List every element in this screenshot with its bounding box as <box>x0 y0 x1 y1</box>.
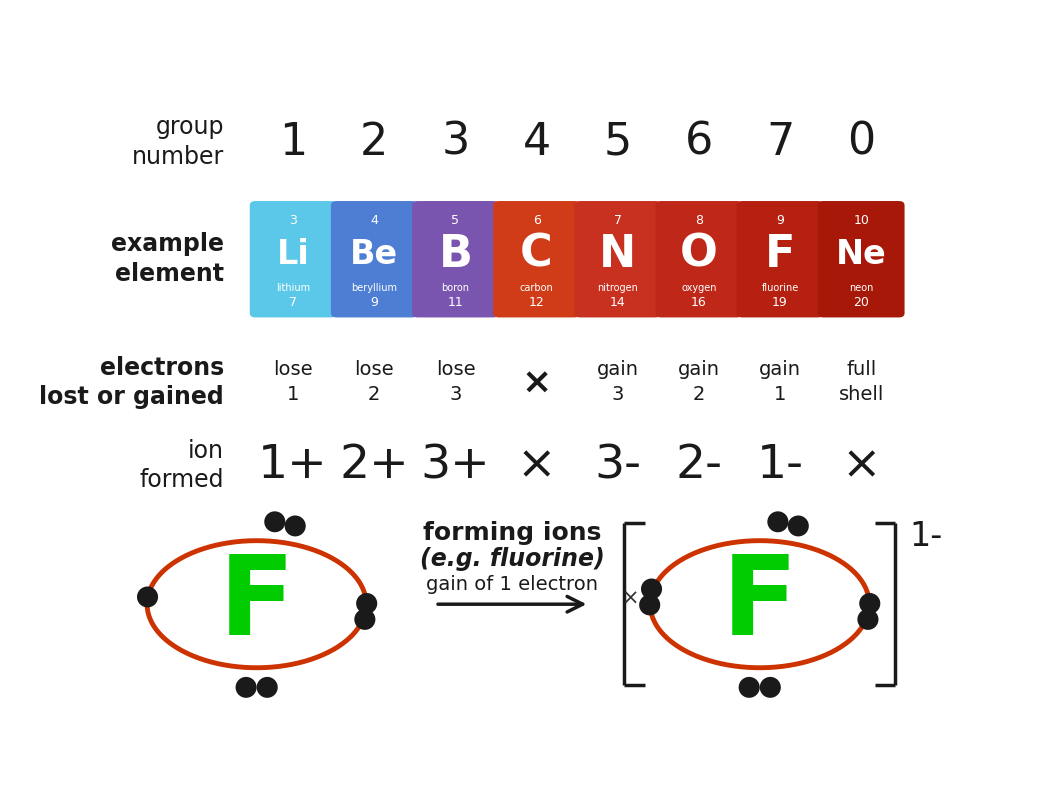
Text: 20: 20 <box>853 296 869 309</box>
Text: gain of 1 electron: gain of 1 electron <box>426 575 598 594</box>
Text: F: F <box>764 233 796 276</box>
Text: carbon: carbon <box>519 283 554 293</box>
FancyBboxPatch shape <box>250 201 336 318</box>
Text: F: F <box>219 550 294 658</box>
Ellipse shape <box>354 609 376 630</box>
Text: 6: 6 <box>533 214 540 227</box>
Ellipse shape <box>857 609 878 630</box>
Text: (e.g. fluorine): (e.g. fluorine) <box>420 547 604 571</box>
Ellipse shape <box>639 594 661 615</box>
Text: 2-: 2- <box>675 443 722 488</box>
Text: 5: 5 <box>604 121 631 164</box>
Text: 1+: 1+ <box>259 443 328 488</box>
Text: group
number: group number <box>132 115 224 169</box>
Text: 2: 2 <box>360 121 388 164</box>
Text: C: C <box>520 233 553 276</box>
Ellipse shape <box>137 586 158 607</box>
Text: boron: boron <box>442 283 469 293</box>
Text: 9: 9 <box>776 214 784 227</box>
Text: 5: 5 <box>451 214 460 227</box>
Text: example
element: example element <box>111 232 224 286</box>
Text: 4: 4 <box>522 121 551 164</box>
Text: 4: 4 <box>371 214 378 227</box>
Text: 3: 3 <box>441 121 470 164</box>
Text: 10: 10 <box>853 214 869 227</box>
Text: N: N <box>599 233 637 276</box>
Text: 7: 7 <box>614 214 622 227</box>
Text: 1-: 1- <box>757 443 803 488</box>
Text: lose
1: lose 1 <box>273 361 313 405</box>
Ellipse shape <box>257 677 277 698</box>
FancyBboxPatch shape <box>493 201 580 318</box>
Text: beryllium: beryllium <box>352 283 397 293</box>
Text: lose
3: lose 3 <box>436 361 475 405</box>
Ellipse shape <box>356 593 377 614</box>
Ellipse shape <box>767 511 788 532</box>
Text: 6: 6 <box>685 121 713 164</box>
Text: 8: 8 <box>695 214 703 227</box>
Text: 9: 9 <box>371 296 378 309</box>
Text: O: O <box>680 233 718 276</box>
Text: ×: × <box>622 589 639 609</box>
Ellipse shape <box>285 515 306 537</box>
Text: full
shell: full shell <box>839 361 884 405</box>
Ellipse shape <box>860 593 881 614</box>
Text: gain
3: gain 3 <box>597 361 639 405</box>
Text: 19: 19 <box>772 296 788 309</box>
Text: nitrogen: nitrogen <box>597 283 639 293</box>
Text: 16: 16 <box>691 296 707 309</box>
Ellipse shape <box>760 677 781 698</box>
Text: fluorine: fluorine <box>761 283 799 293</box>
Ellipse shape <box>264 511 286 532</box>
Text: ×: × <box>521 366 552 399</box>
Text: lose
2: lose 2 <box>355 361 394 405</box>
Text: Ne: Ne <box>836 238 887 271</box>
Ellipse shape <box>738 677 760 698</box>
Text: 3+: 3+ <box>421 443 490 488</box>
Text: neon: neon <box>849 283 873 293</box>
Text: oxygen: oxygen <box>682 283 716 293</box>
Ellipse shape <box>641 578 662 599</box>
Text: 12: 12 <box>529 296 544 309</box>
Text: 14: 14 <box>609 296 626 309</box>
Text: 11: 11 <box>447 296 464 309</box>
FancyBboxPatch shape <box>818 201 905 318</box>
Text: 1: 1 <box>280 121 307 164</box>
Text: electrons
lost or gained: electrons lost or gained <box>40 355 224 410</box>
Text: ×: × <box>842 443 881 488</box>
FancyBboxPatch shape <box>655 201 742 318</box>
Text: forming ions: forming ions <box>423 522 601 546</box>
Text: lithium: lithium <box>276 283 310 293</box>
Text: 1-: 1- <box>910 520 943 554</box>
Text: gain
1: gain 1 <box>759 361 801 405</box>
Text: ion
formed: ion formed <box>139 438 224 493</box>
Text: gain
2: gain 2 <box>677 361 720 405</box>
Text: ×: × <box>517 443 556 488</box>
Text: F: F <box>721 550 798 658</box>
Text: B: B <box>439 233 472 276</box>
FancyBboxPatch shape <box>331 201 418 318</box>
Text: Li: Li <box>276 238 310 271</box>
Text: 7: 7 <box>766 121 794 164</box>
Text: 3: 3 <box>289 214 297 227</box>
Text: 7: 7 <box>289 296 297 309</box>
Text: Be: Be <box>351 238 398 271</box>
Ellipse shape <box>236 677 257 698</box>
Text: 0: 0 <box>847 121 875 164</box>
Text: 2+: 2+ <box>339 443 409 488</box>
FancyBboxPatch shape <box>737 201 823 318</box>
FancyBboxPatch shape <box>575 201 661 318</box>
Ellipse shape <box>787 515 809 537</box>
FancyBboxPatch shape <box>413 201 498 318</box>
Text: 3-: 3- <box>595 443 641 488</box>
